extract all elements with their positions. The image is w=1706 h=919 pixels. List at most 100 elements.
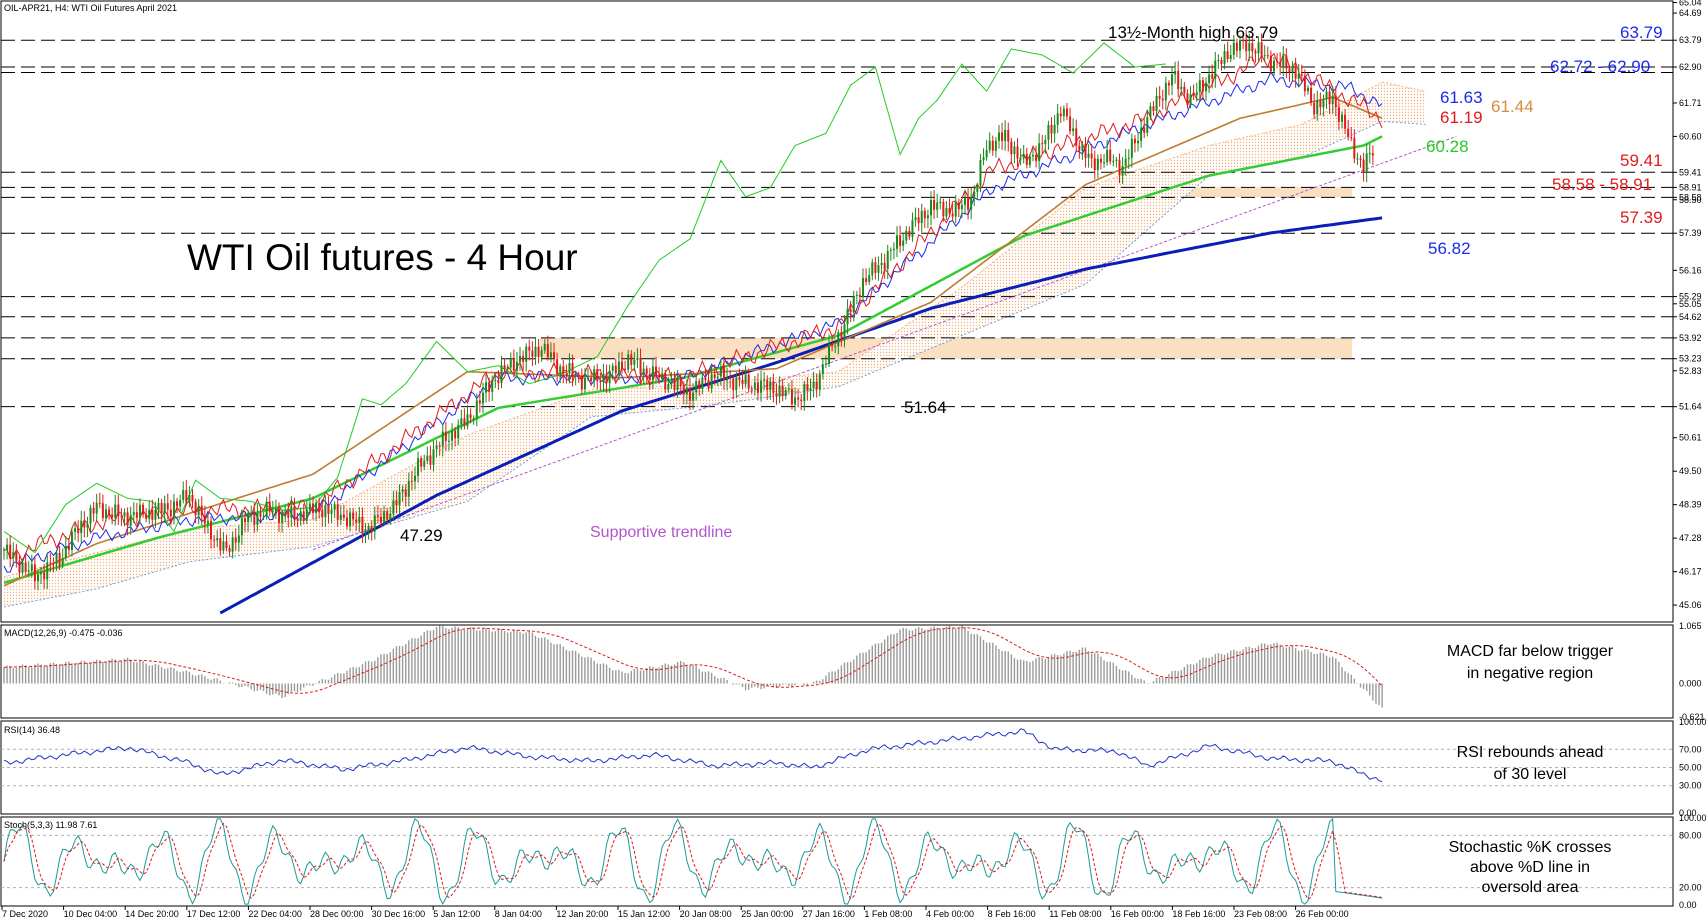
- macd-annotation-line-1: MACD far below trigger: [1447, 643, 1614, 660]
- candle: [1140, 117, 1143, 148]
- candle-body: [627, 354, 630, 370]
- candle: [1189, 86, 1192, 109]
- candle-body: [1019, 158, 1022, 160]
- candle: [519, 347, 522, 371]
- horizontal-levels: [1, 39, 1673, 551]
- candle-body: [1137, 140, 1140, 144]
- candle-body: [1164, 82, 1167, 101]
- candle: [1106, 139, 1109, 166]
- candle-body: [1059, 113, 1062, 117]
- candle: [828, 334, 831, 368]
- x-tick-label: 27 Jan 16:00: [803, 909, 855, 919]
- y-tick-label: 56.16: [1679, 265, 1702, 275]
- x-tick-label: 20 Jan 08:00: [680, 909, 732, 919]
- candle: [1084, 136, 1087, 168]
- y-tick-label: 48.39: [1679, 500, 1702, 510]
- candle: [213, 535, 216, 549]
- candle: [308, 493, 311, 515]
- candle-body: [1038, 143, 1041, 161]
- candle: [1235, 38, 1238, 58]
- candle: [1192, 84, 1195, 101]
- candle-body: [1263, 55, 1266, 57]
- candle: [896, 226, 899, 258]
- candle: [1226, 41, 1229, 63]
- candle: [52, 557, 55, 573]
- candle-body: [880, 262, 883, 266]
- candle: [352, 508, 355, 527]
- candle-body: [923, 210, 926, 219]
- ichimoku-cloud: [3, 81, 1426, 608]
- candle-body: [49, 562, 52, 564]
- candle-body: [219, 538, 222, 551]
- candle-body: [821, 364, 824, 375]
- candle: [454, 426, 457, 447]
- candle-body: [111, 514, 114, 518]
- candle-body: [52, 563, 55, 565]
- candle-body: [1056, 113, 1059, 125]
- candle: [457, 419, 460, 446]
- candle: [1211, 64, 1214, 89]
- candle: [685, 379, 688, 405]
- candle-body: [404, 489, 407, 497]
- candle-body: [951, 213, 954, 217]
- candle: [321, 501, 324, 527]
- candle-body: [176, 501, 179, 507]
- candle-body: [1149, 106, 1152, 118]
- candle: [1263, 45, 1266, 61]
- candle: [1303, 69, 1306, 97]
- candle: [1075, 119, 1078, 153]
- candle: [1251, 36, 1254, 62]
- candle-body: [1075, 128, 1078, 146]
- candle: [376, 505, 379, 524]
- candle: [719, 358, 722, 386]
- candle: [778, 376, 781, 404]
- candle-body: [225, 541, 228, 549]
- candle: [775, 383, 778, 405]
- candle: [546, 335, 549, 361]
- candle: [1316, 90, 1319, 121]
- candle-body: [98, 502, 101, 504]
- candle: [154, 501, 157, 528]
- candle: [543, 339, 546, 354]
- candle-body: [438, 445, 441, 447]
- candle-body: [735, 377, 738, 391]
- candle-body: [1062, 108, 1065, 117]
- candle: [1133, 135, 1136, 153]
- candle-body: [1279, 61, 1282, 68]
- candle: [1010, 137, 1013, 164]
- candle-body: [766, 380, 769, 391]
- macd-header: MACD(12,26,9) -0.475 -0.036: [4, 628, 123, 638]
- candle-body: [1143, 127, 1146, 133]
- candle-body: [948, 207, 951, 214]
- x-tick-label: 5 Jan 12:00: [433, 909, 480, 919]
- candle: [1041, 134, 1044, 154]
- candle-body: [862, 278, 865, 298]
- candle: [1347, 119, 1350, 141]
- candle: [1031, 148, 1034, 162]
- candle: [732, 374, 735, 400]
- candle: [679, 373, 682, 396]
- candle: [911, 212, 914, 242]
- candle-body: [253, 512, 256, 525]
- candle-body: [1347, 128, 1350, 137]
- candle: [36, 570, 39, 591]
- candle-body: [413, 475, 416, 482]
- candle: [1164, 76, 1167, 111]
- candle: [556, 352, 559, 383]
- candle: [562, 359, 565, 384]
- candle-body: [744, 374, 747, 385]
- candle: [1297, 63, 1300, 87]
- candle: [166, 493, 169, 520]
- candle: [608, 364, 611, 393]
- candle-body: [1093, 158, 1096, 170]
- candle-body: [760, 380, 763, 393]
- candle-body: [973, 191, 976, 197]
- candle-body: [506, 367, 509, 370]
- candle: [862, 268, 865, 303]
- candle: [426, 446, 429, 465]
- candle: [760, 370, 763, 402]
- sma200-line: [219, 216, 1383, 615]
- candle-body: [1306, 87, 1309, 92]
- candle-body: [429, 455, 432, 465]
- candle: [342, 504, 345, 522]
